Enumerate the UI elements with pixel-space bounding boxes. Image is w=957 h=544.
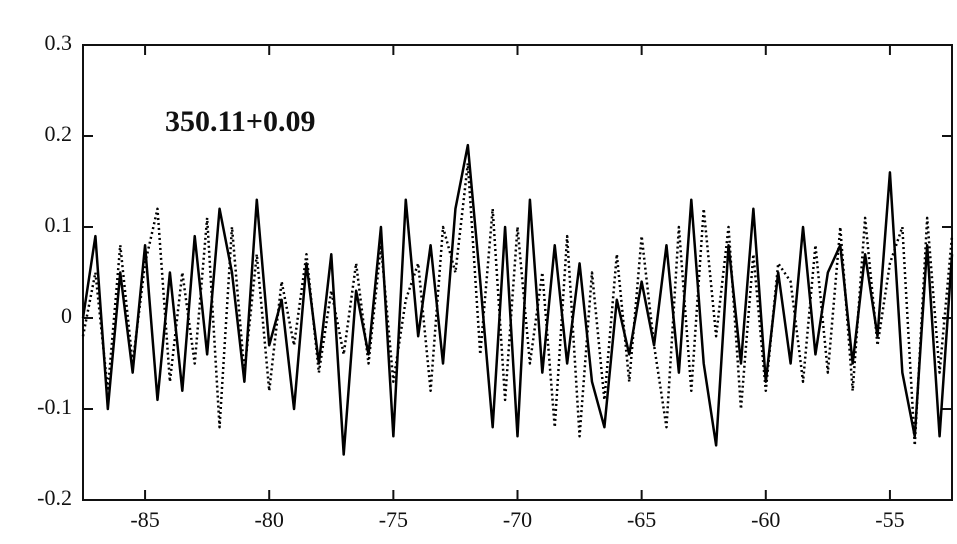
x-tick-label: -85: [130, 507, 159, 532]
x-tick-label: -55: [875, 507, 904, 532]
x-tick-label: -65: [627, 507, 656, 532]
series-line: [81, 162, 954, 447]
y-tick-label: 0.3: [45, 30, 73, 55]
y-tick-label: 0.2: [45, 121, 73, 146]
x-tick-label: -60: [751, 507, 780, 532]
x-tick-label: -80: [255, 507, 284, 532]
y-tick-label: -0.1: [37, 394, 72, 419]
x-tick-label: -70: [503, 507, 532, 532]
y-tick-label: 0.1: [45, 212, 73, 237]
x-tick-label: -75: [379, 507, 408, 532]
annotation: 350.11+0.09: [165, 105, 315, 138]
y-tick-label: 0: [61, 303, 72, 328]
y-tick-label: -0.2: [37, 485, 72, 510]
series-line: [81, 143, 954, 456]
